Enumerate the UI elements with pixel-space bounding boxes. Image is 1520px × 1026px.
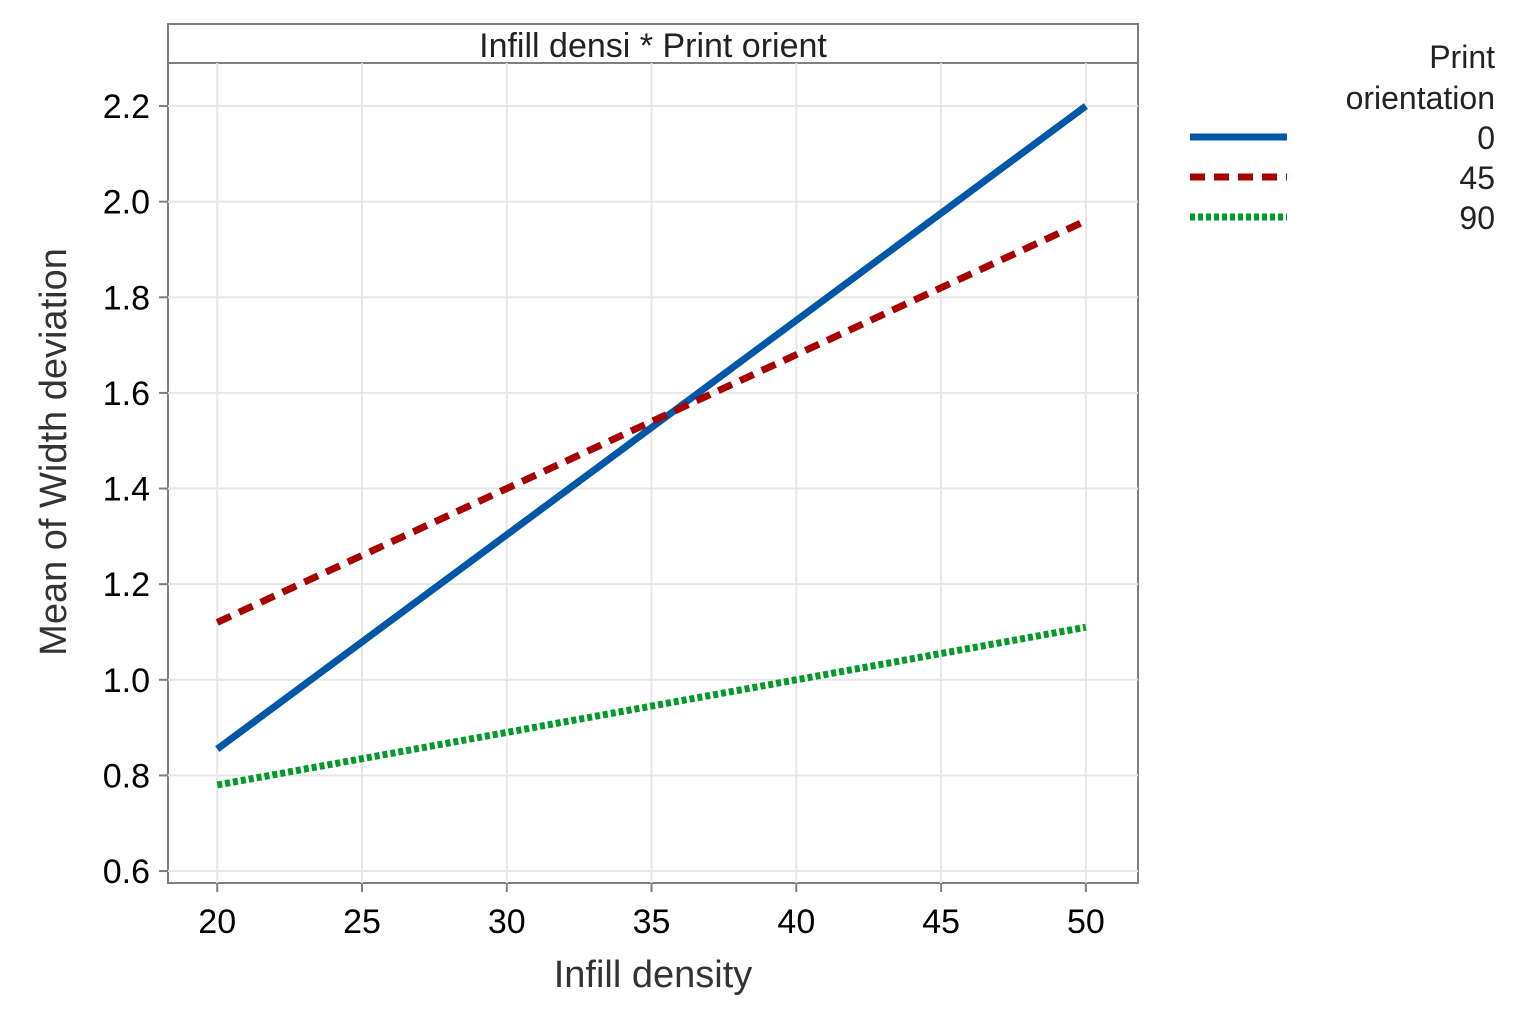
x-axis-title: Infill density [554, 954, 753, 996]
plot-area [167, 62, 1139, 884]
y-tick-label: 0.6 [103, 853, 150, 891]
y-tick-label: 1.8 [103, 279, 150, 317]
x-tick-label: 45 [922, 903, 960, 941]
y-axis-ticks: 0.6 0.8 1.0 1.2 1.4 1.6 1.8 2.0 2.2 [103, 88, 168, 891]
legend-title-line2: orientation [1346, 80, 1495, 116]
y-axis-title: Mean of Width deviation [33, 248, 75, 656]
panel-title: Infill densi * Print orient [479, 27, 827, 65]
x-tick-label: 40 [777, 903, 815, 941]
y-tick-label: 2.2 [103, 88, 150, 126]
legend-label-45: 45 [1459, 160, 1495, 196]
y-tick-label: 1.4 [103, 471, 150, 509]
x-tick-label: 30 [488, 903, 526, 941]
panel-title-strip [167, 23, 1139, 64]
series-line-45 [215, 217, 1088, 626]
x-tick-label: 20 [198, 903, 236, 941]
legend: Print orientation 0 45 90 [1190, 39, 1495, 236]
series-line-0 [215, 103, 1088, 752]
y-tick-label: 2.0 [103, 184, 150, 222]
series-line-90 [216, 623, 1087, 789]
series-lines [215, 103, 1088, 789]
y-tick-label: 1.0 [103, 662, 150, 700]
x-tick-label: 25 [343, 903, 381, 941]
x-tick-label: 50 [1067, 903, 1105, 941]
legend-label-0: 0 [1477, 120, 1495, 156]
y-tick-label: 0.8 [103, 757, 150, 795]
x-tick-label: 35 [633, 903, 671, 941]
x-axis-ticks: 20 25 30 35 40 45 50 [198, 883, 1105, 941]
legend-label-90: 90 [1459, 200, 1495, 236]
legend-title-line1: Print [1429, 39, 1495, 75]
y-tick-label: 1.2 [103, 566, 150, 604]
y-tick-label: 1.6 [103, 375, 150, 413]
